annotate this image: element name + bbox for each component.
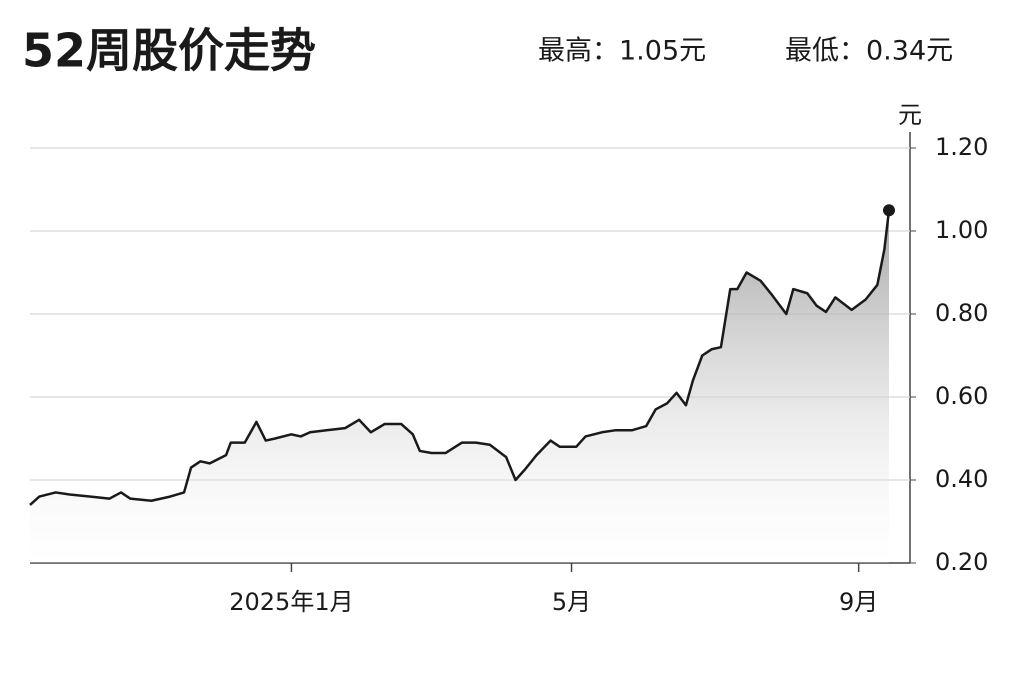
y-tick-label: 0.40 <box>935 465 988 493</box>
x-tick-label: 5月 <box>552 588 591 616</box>
y-tick-label: 1.20 <box>935 133 988 161</box>
x-tick-label: 2025年1月 <box>229 588 353 616</box>
annotation: 最高：1.05元 <box>538 36 706 67</box>
y-axis-label: 元 <box>898 101 922 129</box>
y-tick-label: 1.00 <box>935 216 988 244</box>
end-point <box>882 204 895 217</box>
chart-title: 52周股价走势 <box>22 24 316 78</box>
y-tick-label: 0.80 <box>935 299 988 327</box>
line <box>29 210 891 506</box>
y-tick-label: 0.60 <box>935 382 988 410</box>
area <box>30 210 889 563</box>
x-tick-label: 9月 <box>839 588 878 616</box>
y-tick-label: 0.20 <box>935 548 988 576</box>
annotation: 最低：0.34元 <box>785 36 953 67</box>
